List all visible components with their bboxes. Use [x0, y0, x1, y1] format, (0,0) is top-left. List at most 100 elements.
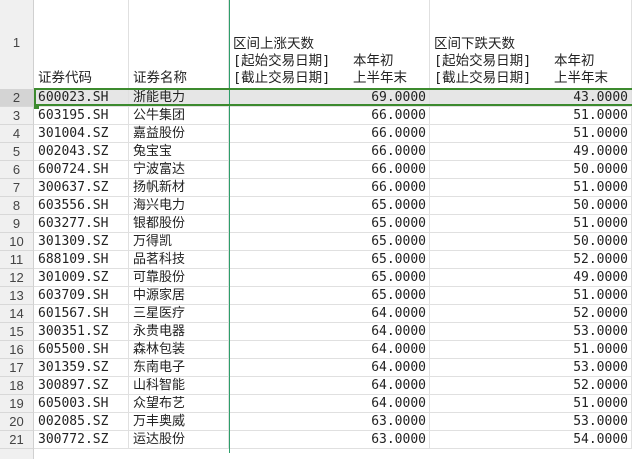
row-header[interactable]: 3 — [0, 107, 34, 125]
cell-down[interactable]: 51.0000 — [430, 125, 632, 143]
cell-down[interactable]: 51.0000 — [430, 395, 632, 413]
cell-up[interactable]: 65.0000 — [229, 269, 430, 287]
cell-code[interactable]: 300637.SZ — [34, 179, 129, 197]
cell-up[interactable]: 64.0000 — [229, 377, 430, 395]
cell-up[interactable]: 64.0000 — [229, 359, 430, 377]
cell-up[interactable]: 65.0000 — [229, 287, 430, 305]
cell-up[interactable]: 66.0000 — [229, 179, 430, 197]
cell-code[interactable]: 603709.SH — [34, 287, 129, 305]
cell-code[interactable]: 002085.SZ — [34, 413, 129, 431]
cell-code[interactable]: 002043.SZ — [34, 143, 129, 161]
row-header[interactable]: 16 — [0, 341, 34, 359]
cell-up[interactable]: 64.0000 — [229, 395, 430, 413]
row-header[interactable]: 12 — [0, 269, 34, 287]
cell-down[interactable]: 52.0000 — [430, 377, 632, 395]
cell-down[interactable]: 51.0000 — [430, 179, 632, 197]
cell-code[interactable]: 301004.SZ — [34, 125, 129, 143]
cell-up[interactable]: 63.0000 — [229, 413, 430, 431]
cell-name[interactable]: 山科智能 — [129, 377, 229, 395]
row-header[interactable]: 4 — [0, 125, 34, 143]
cell-code[interactable]: 603195.SH — [34, 107, 129, 125]
cell-code[interactable]: 300772.SZ — [34, 431, 129, 449]
row-header[interactable]: 10 — [0, 233, 34, 251]
cell-down[interactable]: 53.0000 — [430, 359, 632, 377]
cell-down[interactable]: 49.0000 — [430, 143, 632, 161]
cell-name[interactable]: 兔宝宝 — [129, 143, 229, 161]
cell-up[interactable]: 66.0000 — [229, 161, 430, 179]
header-cell-code[interactable]: 证券代码 — [34, 0, 129, 89]
cell-code[interactable]: 603556.SH — [34, 197, 129, 215]
cell-down[interactable]: 51.0000 — [430, 287, 632, 305]
row-header[interactable]: 8 — [0, 197, 34, 215]
cell-up[interactable]: 65.0000 — [229, 215, 430, 233]
cell-up[interactable]: 66.0000 — [229, 143, 430, 161]
cell-code[interactable]: 301359.SZ — [34, 359, 129, 377]
cell-name[interactable]: 嘉益股份 — [129, 125, 229, 143]
row-header[interactable]: 14 — [0, 305, 34, 323]
cell-down[interactable]: 49.0000 — [430, 269, 632, 287]
cell-name[interactable]: 东南电子 — [129, 359, 229, 377]
row-header[interactable]: 9 — [0, 215, 34, 233]
row-header[interactable]: 7 — [0, 179, 34, 197]
cell-down[interactable]: 51.0000 — [430, 107, 632, 125]
cell-down[interactable]: 50.0000 — [430, 233, 632, 251]
row-header[interactable]: 13 — [0, 287, 34, 305]
cell-down[interactable]: 50.0000 — [430, 197, 632, 215]
cell-name[interactable]: 三星医疗 — [129, 305, 229, 323]
cell-code[interactable]: 603277.SH — [34, 215, 129, 233]
cell-name[interactable]: 品茗科技 — [129, 251, 229, 269]
cell-code[interactable]: 301309.SZ — [34, 233, 129, 251]
cell-down[interactable]: 54.0000 — [430, 431, 632, 449]
header-cell-down-days[interactable]: 区间下跌天数 [起始交易日期] [截止交易日期] 本年初 上半年末 — [430, 0, 632, 89]
cell-name[interactable]: 浙能电力 — [129, 89, 229, 107]
row-header-1[interactable]: 1 — [0, 0, 34, 89]
header-cell-name[interactable]: 证券名称 — [129, 0, 229, 89]
cell-code[interactable]: 605003.SH — [34, 395, 129, 413]
cell-name[interactable]: 公牛集团 — [129, 107, 229, 125]
cell-up[interactable]: 65.0000 — [229, 251, 430, 269]
cell-name[interactable]: 可靠股份 — [129, 269, 229, 287]
cell-code[interactable]: 600724.SH — [34, 161, 129, 179]
cell-up[interactable]: 69.0000 — [229, 89, 430, 107]
cell-down[interactable]: 50.0000 — [430, 161, 632, 179]
cell-up[interactable]: 66.0000 — [229, 125, 430, 143]
row-header[interactable]: 20 — [0, 413, 34, 431]
cell-up[interactable]: 66.0000 — [229, 107, 430, 125]
row-header[interactable]: 19 — [0, 395, 34, 413]
cell-name[interactable]: 运达股份 — [129, 431, 229, 449]
row-header[interactable]: 5 — [0, 143, 34, 161]
cell-name[interactable]: 中源家居 — [129, 287, 229, 305]
cell-down[interactable]: 51.0000 — [430, 215, 632, 233]
cell-up[interactable]: 65.0000 — [229, 233, 430, 251]
cell-code[interactable]: 301009.SZ — [34, 269, 129, 287]
cell-code[interactable]: 300897.SZ — [34, 377, 129, 395]
cell-down[interactable]: 52.0000 — [430, 305, 632, 323]
fill-handle[interactable] — [34, 104, 39, 109]
cell-name[interactable]: 海兴电力 — [129, 197, 229, 215]
cell-code[interactable]: 601567.SH — [34, 305, 129, 323]
row-header-22[interactable] — [0, 449, 34, 459]
row-header[interactable]: 6 — [0, 161, 34, 179]
row-header[interactable]: 18 — [0, 377, 34, 395]
cell-code[interactable]: 605500.SH — [34, 341, 129, 359]
row-header[interactable]: 11 — [0, 251, 34, 269]
cell-name[interactable]: 万丰奥威 — [129, 413, 229, 431]
cell-up[interactable]: 64.0000 — [229, 323, 430, 341]
cell-down[interactable]: 51.0000 — [430, 341, 632, 359]
cell-name[interactable]: 银都股份 — [129, 215, 229, 233]
cell-up[interactable]: 63.0000 — [229, 431, 430, 449]
cell-name[interactable]: 永贵电器 — [129, 323, 229, 341]
cell-code[interactable]: 688109.SH — [34, 251, 129, 269]
cell-name[interactable]: 扬帆新材 — [129, 179, 229, 197]
cell-down[interactable]: 53.0000 — [430, 323, 632, 341]
cell-down[interactable]: 53.0000 — [430, 413, 632, 431]
cell-name[interactable]: 森林包装 — [129, 341, 229, 359]
cell-code[interactable]: 300351.SZ — [34, 323, 129, 341]
cell-name[interactable]: 众望布艺 — [129, 395, 229, 413]
row-header[interactable]: 15 — [0, 323, 34, 341]
row-header[interactable]: 21 — [0, 431, 34, 449]
cell-name[interactable]: 宁波富达 — [129, 161, 229, 179]
row-header[interactable]: 2 — [0, 89, 34, 107]
cell-up[interactable]: 65.0000 — [229, 197, 430, 215]
cell-code[interactable]: 600023.SH — [34, 89, 129, 107]
